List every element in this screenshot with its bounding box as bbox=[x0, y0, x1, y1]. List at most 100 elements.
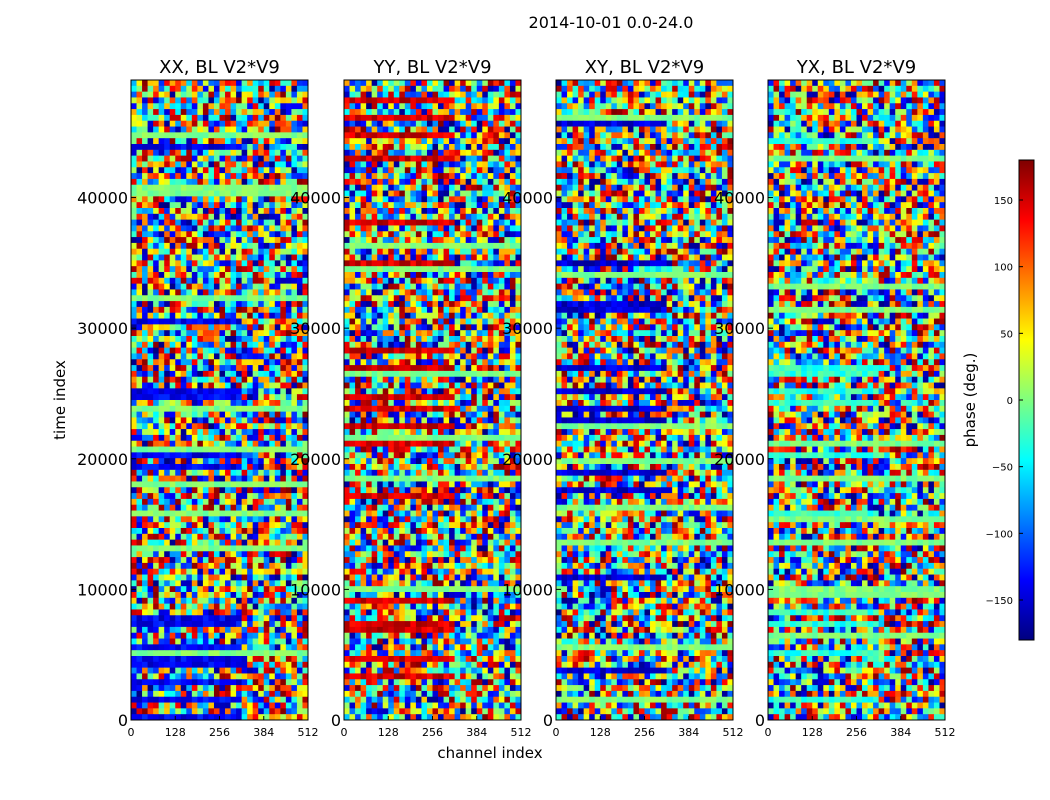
heatmap-cell bbox=[371, 301, 378, 308]
heatmap-cell bbox=[302, 347, 309, 354]
heatmap-cell bbox=[344, 277, 350, 285]
heatmap-cell bbox=[258, 551, 265, 558]
heatmap-cell bbox=[349, 103, 356, 110]
heatmap-cell bbox=[169, 446, 176, 453]
heatmap-cell bbox=[393, 155, 400, 162]
heatmap-cell bbox=[252, 283, 259, 290]
heatmap-cell bbox=[164, 91, 171, 98]
heatmap-cell bbox=[302, 359, 309, 366]
heatmap-cell bbox=[269, 621, 276, 628]
heatmap-cell bbox=[202, 242, 209, 250]
heatmap-cell bbox=[377, 266, 384, 273]
heatmap-cell bbox=[280, 603, 287, 610]
heatmap-cell bbox=[285, 388, 292, 395]
heatmap-cell bbox=[202, 120, 209, 127]
heatmap-cell bbox=[147, 644, 154, 651]
heatmap-cell bbox=[131, 103, 137, 110]
heatmap-cell bbox=[274, 411, 281, 418]
heatmap-cell bbox=[285, 452, 292, 459]
heatmap-cell bbox=[302, 452, 309, 459]
heatmap-cell bbox=[296, 493, 303, 500]
heatmap-cell bbox=[191, 324, 198, 331]
heatmap-cell bbox=[153, 586, 160, 593]
heatmap-cell bbox=[186, 685, 193, 692]
heatmap-cell bbox=[388, 109, 395, 116]
heatmap-cell bbox=[449, 208, 456, 215]
heatmap-cell bbox=[269, 190, 276, 197]
heatmap-cell bbox=[191, 277, 198, 285]
heatmap-cell bbox=[147, 464, 154, 471]
heatmap-cell bbox=[158, 452, 165, 459]
heatmap-cell bbox=[509, 80, 516, 87]
heatmap-cell bbox=[186, 330, 193, 337]
heatmap-cell bbox=[219, 487, 226, 494]
heatmap-cell bbox=[454, 242, 461, 250]
heatmap-cell bbox=[230, 359, 237, 366]
heatmap-cell bbox=[241, 231, 248, 238]
heatmap-cell bbox=[236, 574, 243, 581]
heatmap-cell bbox=[393, 91, 400, 98]
heatmap-cell bbox=[349, 336, 356, 343]
heatmap-cell bbox=[208, 580, 215, 587]
heatmap-cell bbox=[236, 120, 243, 127]
heatmap-cell bbox=[285, 260, 292, 267]
heatmap-cell bbox=[197, 557, 204, 564]
heatmap-cell bbox=[191, 184, 198, 191]
heatmap-cell bbox=[252, 370, 259, 378]
heatmap-cell bbox=[142, 557, 148, 564]
heatmap-cell bbox=[252, 237, 259, 244]
heatmap-cell bbox=[175, 301, 182, 308]
heatmap-cell bbox=[158, 132, 165, 139]
heatmap-cell bbox=[197, 551, 204, 558]
heatmap-cell bbox=[186, 359, 193, 366]
heatmap-cell bbox=[291, 498, 298, 506]
heatmap-cell bbox=[142, 661, 148, 669]
heatmap-cell bbox=[136, 289, 143, 296]
heatmap-cell bbox=[426, 254, 433, 261]
heatmap-cell bbox=[131, 289, 137, 296]
heatmap-cell bbox=[164, 708, 171, 715]
heatmap-cell bbox=[432, 231, 439, 238]
heatmap-cell bbox=[191, 208, 198, 215]
heatmap-cell bbox=[291, 80, 298, 87]
heatmap-cell bbox=[202, 504, 209, 511]
heatmap-cell bbox=[213, 382, 220, 389]
heatmap-cell bbox=[169, 673, 176, 680]
heatmap-cell bbox=[236, 411, 243, 418]
heatmap-cell bbox=[421, 85, 428, 93]
heatmap-cell bbox=[421, 277, 428, 285]
heatmap-cell bbox=[131, 580, 137, 587]
heatmap-cell bbox=[504, 289, 511, 296]
heatmap-cell bbox=[263, 149, 270, 157]
heatmap-cell bbox=[175, 440, 182, 447]
heatmap-cell bbox=[296, 458, 303, 465]
heatmap-cell bbox=[493, 289, 500, 296]
heatmap-cell bbox=[153, 103, 160, 110]
heatmap-cell bbox=[180, 120, 187, 127]
heatmap-cell bbox=[258, 533, 265, 541]
heatmap-cell bbox=[426, 306, 433, 314]
heatmap-cell bbox=[175, 656, 182, 663]
heatmap-cell bbox=[493, 208, 500, 215]
heatmap-cell bbox=[164, 208, 171, 215]
heatmap-cell bbox=[147, 266, 154, 273]
heatmap-cell bbox=[191, 225, 198, 232]
heatmap-cell bbox=[225, 283, 231, 290]
heatmap-cell bbox=[515, 80, 522, 87]
heatmap-cell bbox=[241, 661, 248, 669]
heatmap-cell bbox=[360, 306, 367, 314]
heatmap-cell bbox=[202, 347, 209, 354]
heatmap-cell bbox=[487, 103, 494, 110]
heatmap-cell bbox=[158, 109, 165, 116]
heatmap-cell bbox=[399, 173, 406, 180]
heatmap-cell bbox=[142, 644, 148, 651]
heatmap-cell bbox=[186, 376, 193, 383]
heatmap-cell bbox=[487, 324, 494, 331]
heatmap-cell bbox=[219, 405, 226, 413]
heatmap-cell bbox=[482, 266, 489, 273]
heatmap-cell bbox=[247, 679, 254, 686]
heatmap-cell bbox=[291, 429, 298, 436]
heatmap-cell bbox=[263, 586, 270, 593]
heatmap-cell bbox=[399, 312, 406, 319]
heatmap-cell bbox=[252, 272, 259, 279]
